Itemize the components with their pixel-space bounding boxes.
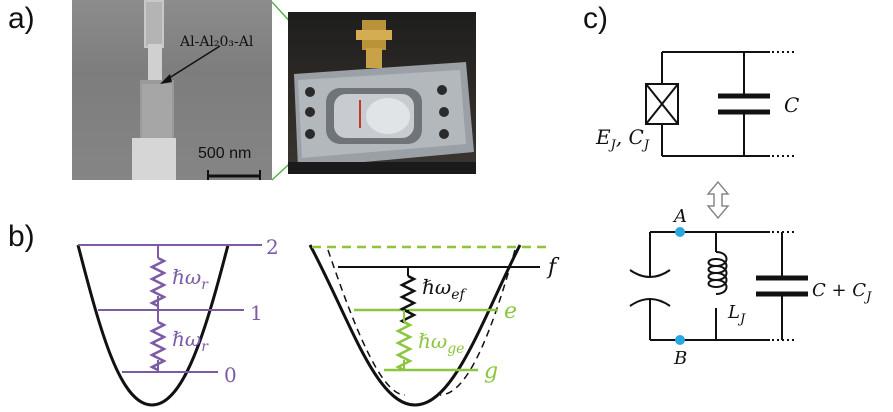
resonator-spacing-label-lower: ℏωr <box>172 327 209 355</box>
panel-label-c: c) <box>583 2 608 35</box>
ge-spacing-label: ℏωge <box>418 329 464 357</box>
level-e-label: e <box>504 299 517 324</box>
junction-params-label: EJ, CJ <box>595 125 650 153</box>
capacitance-label: C <box>784 93 799 117</box>
sem-micrograph: Al-Al₂0₃-Al 500 nm <box>72 0 272 180</box>
node-b-label: B <box>673 348 687 369</box>
level-1-label: 1 <box>250 301 263 325</box>
junction-circuit <box>645 51 794 157</box>
ef-spacing-label: ℏωef <box>422 275 467 303</box>
josephson-junction-symbol <box>645 83 679 125</box>
inductance-label: LJ <box>727 302 746 327</box>
equivalence-arrow-icon <box>706 180 730 220</box>
harmonic-oscillator: 2 1 0 ℏωr ℏωr <box>76 235 279 407</box>
resonator-spacing-label-upper: ℏωr <box>172 265 209 293</box>
junction-label: Al-Al₂0₃-Al <box>180 34 254 50</box>
level-0-label: 0 <box>224 363 237 387</box>
node-a-label: A <box>672 206 687 227</box>
device-photo <box>288 12 476 174</box>
total-capacitance-label: C + CJ <box>812 280 872 305</box>
node-a-dot <box>675 227 685 237</box>
panel-label-a: a) <box>8 2 35 35</box>
panel-label-b: b) <box>8 220 35 253</box>
inductor-coil <box>707 251 728 295</box>
lc-equivalent-circuit <box>629 231 808 341</box>
scale-bar-label: 500 nm <box>198 145 252 162</box>
anharmonic-oscillator: f e g ℏωef ℏωge <box>308 244 560 407</box>
node-b-dot <box>675 335 685 345</box>
level-g-label: g <box>484 359 498 384</box>
level-2-label: 2 <box>266 235 279 259</box>
